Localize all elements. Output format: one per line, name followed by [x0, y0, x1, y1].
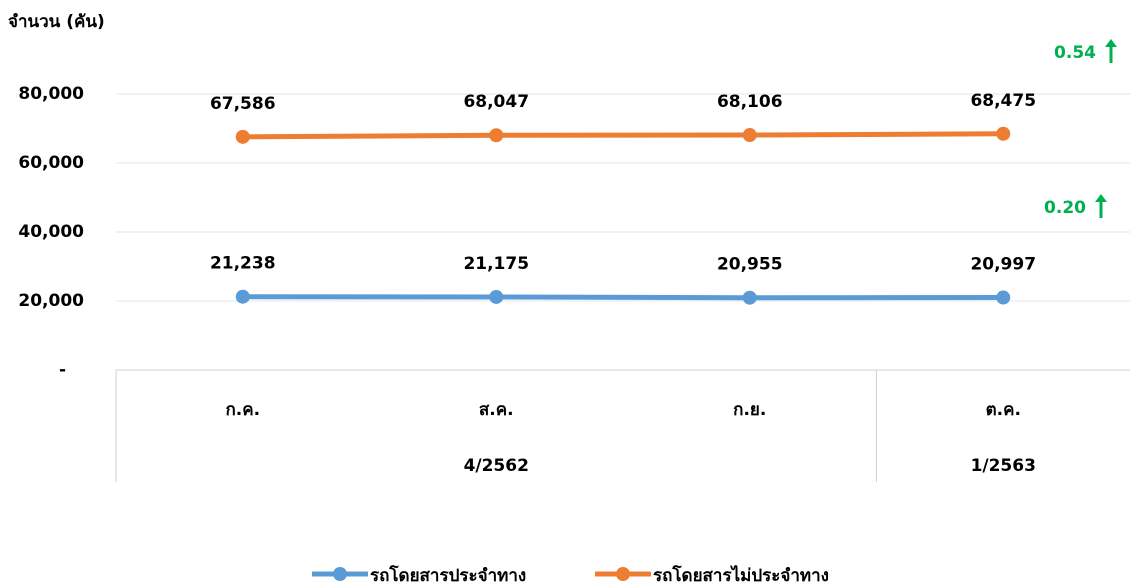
point [996, 126, 1011, 141]
point [996, 290, 1011, 305]
annotation: 0.54 [1054, 43, 1096, 63]
point [489, 128, 504, 143]
legend-marker [333, 567, 347, 581]
point [742, 128, 757, 143]
data-label: 20,955 [717, 255, 783, 275]
legend-label: รถโดยสารประจำทาง [370, 565, 526, 586]
annotation-arrow-head [1095, 194, 1107, 202]
x-tick-label: ต.ค. [986, 400, 1021, 420]
legend-label: รถโดยสารไม่ประจำทาง [653, 565, 829, 586]
data-label: 68,047 [463, 92, 529, 112]
x-tick-label: ส.ค. [479, 400, 514, 420]
series-line [240, 131, 1006, 140]
data-label: 68,475 [970, 91, 1036, 111]
data-label: 67,586 [210, 94, 276, 114]
y-tick-label: 20,000 [18, 291, 84, 311]
y-tick-label: 60,000 [18, 153, 84, 173]
group-label: 1/2563 [971, 456, 1036, 476]
point [489, 289, 504, 304]
point [235, 289, 250, 304]
series-line [240, 294, 1006, 301]
annotation: 0.20 [1044, 198, 1086, 218]
data-label: 21,238 [210, 254, 276, 274]
annotation-arrow-head [1105, 39, 1117, 47]
y-tick-label: - [59, 360, 66, 380]
point [742, 290, 757, 305]
point [235, 129, 250, 144]
x-tick-label: ก.ย. [733, 400, 766, 420]
x-tick-label: ก.ค. [225, 400, 260, 420]
y-tick-label: 80,000 [18, 84, 84, 104]
data-label: 68,106 [717, 92, 783, 112]
data-label: 21,175 [463, 254, 529, 274]
group-label: 4/2562 [464, 456, 529, 476]
data-label: 20,997 [970, 255, 1036, 275]
legend-marker [616, 567, 630, 581]
y-axis-label: จำนวน (คัน) [8, 12, 105, 32]
y-tick-label: 40,000 [18, 222, 84, 242]
